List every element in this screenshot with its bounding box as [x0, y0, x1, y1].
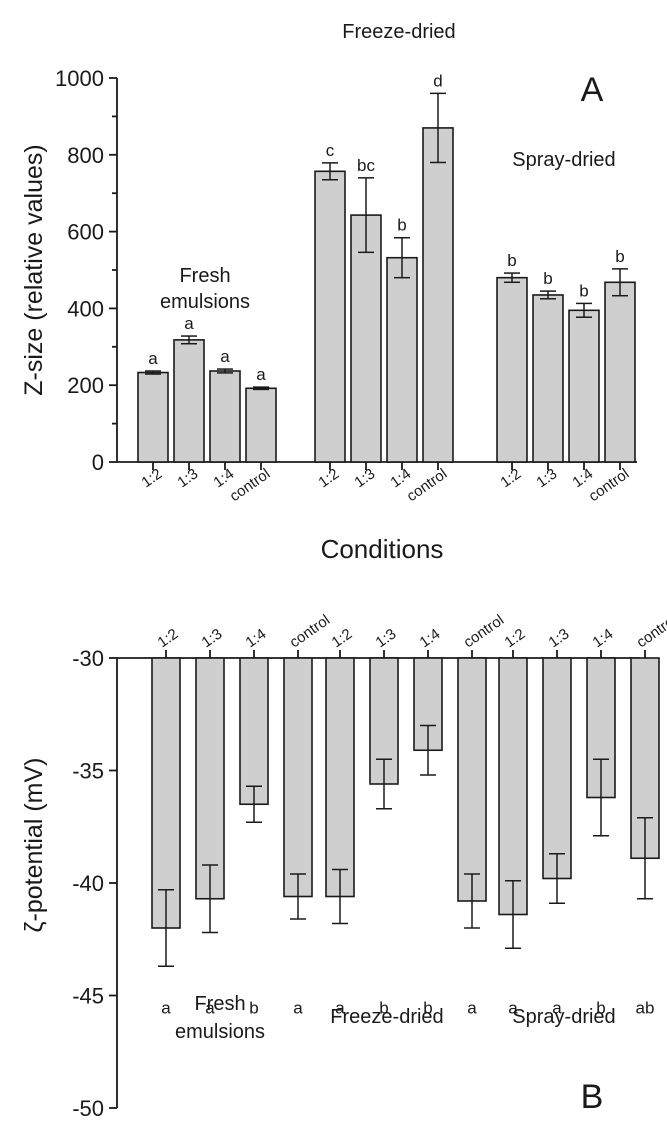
significance-letter: b	[397, 216, 406, 235]
significance-letter: a	[256, 365, 266, 384]
x-tick-label-b: control	[634, 612, 667, 652]
x-tick-label-a: control	[586, 465, 633, 505]
panel-a-group-label-spray: Spray-dried	[512, 149, 615, 171]
x-tick-label-a: 1:2	[497, 465, 524, 491]
y-tick-label-a: 800	[67, 143, 104, 168]
panel-a-group-label-fresh-2: emulsions	[160, 291, 250, 313]
panel-b-group-label-spray: Spray-dried	[512, 1006, 615, 1028]
bar	[457, 657, 487, 902]
y-tick-label-a: 0	[92, 450, 104, 475]
x-tick-label-b: control	[287, 612, 334, 652]
x-tick-label-b: 1:2	[155, 625, 182, 651]
bar	[386, 256, 418, 463]
bar	[604, 281, 636, 463]
x-tick-label-b: 1:4	[590, 625, 617, 651]
significance-letter: b	[596, 999, 605, 1018]
y-tick-label-a: 1000	[55, 66, 104, 91]
significance-letter: d	[433, 71, 442, 90]
bar	[195, 657, 225, 900]
significance-letter: a	[184, 314, 194, 333]
significance-letter: c	[326, 141, 335, 160]
significance-letter: b	[543, 269, 552, 288]
x-tick-label-b: 1:4	[243, 625, 270, 651]
x-tick-label-a: 1:3	[351, 465, 378, 491]
x-axis-label-a: Conditions	[321, 534, 444, 564]
x-tick-label-b: 1:3	[546, 625, 573, 651]
x-tick-label-a: control	[227, 465, 274, 505]
y-tick-label-b: -45	[72, 984, 104, 1009]
significance-letter: a	[148, 349, 158, 368]
bar	[350, 214, 382, 463]
significance-letter: b	[615, 247, 624, 266]
bar	[532, 294, 564, 463]
y-tick-label-a: 200	[67, 373, 104, 398]
x-tick-label-a: control	[404, 465, 451, 505]
x-tick-label-a: 1:3	[533, 465, 560, 491]
x-tick-label-a: 1:2	[138, 465, 165, 491]
panel-b-group-label-fresh-1: Fresh	[194, 993, 245, 1015]
significance-letter: a	[161, 999, 171, 1018]
panel-a-letter: A	[581, 71, 604, 109]
significance-letter: a	[293, 999, 303, 1018]
bar	[568, 309, 600, 463]
bar	[239, 657, 269, 806]
y-tick-label-b: -35	[72, 759, 104, 784]
significance-letter: b	[379, 999, 388, 1018]
x-tick-label-a: 1:2	[315, 465, 342, 491]
y-tick-label-a: 600	[67, 220, 104, 245]
bar	[151, 657, 181, 929]
panel-b-group-label-fresh-2: emulsions	[175, 1021, 265, 1043]
significance-letter: a	[205, 999, 215, 1018]
significance-letter: a	[552, 999, 562, 1018]
bar	[137, 371, 169, 463]
significance-letter: ab	[636, 999, 655, 1018]
panel-b-group-label-freeze: Freeze-dried	[330, 1006, 443, 1028]
bar	[422, 127, 454, 463]
panel-b-letter: B	[581, 1078, 604, 1116]
bar	[283, 657, 313, 898]
significance-letter: a	[220, 347, 230, 366]
bar	[314, 170, 346, 463]
y-tick-label-b: -40	[72, 871, 104, 896]
y-tick-label-a: 400	[67, 296, 104, 321]
x-tick-label-b: control	[461, 612, 508, 652]
significance-letter: b	[507, 251, 516, 270]
y-tick-label-b: -50	[72, 1096, 104, 1121]
significance-letter: a	[335, 999, 345, 1018]
significance-letter: a	[508, 999, 518, 1018]
x-tick-label-a: 1:3	[174, 465, 201, 491]
bar	[325, 657, 355, 898]
bar	[173, 339, 205, 463]
significance-letter: b	[423, 999, 432, 1018]
y-tick-label-b: -30	[72, 646, 104, 671]
significance-letter: b	[249, 999, 258, 1018]
x-tick-label-b: 1:3	[373, 625, 400, 651]
x-tick-label-b: 1:3	[199, 625, 226, 651]
bar	[498, 657, 528, 916]
significance-letter: a	[467, 999, 477, 1018]
panel-a-plot: 02004006008001000a1:2a1:3a1:4acontrolc1:…	[55, 66, 637, 505]
bar	[496, 276, 528, 463]
panel-a-group-label-fresh-1: Fresh	[179, 265, 230, 287]
y-axis-label-a: Z-size (relative values)	[20, 144, 48, 395]
x-tick-label-b: 1:2	[329, 625, 356, 651]
bar	[245, 387, 277, 463]
bar	[542, 657, 572, 880]
y-axis-label-b: ζ-potential (mV)	[20, 758, 48, 933]
significance-letter: bc	[357, 156, 375, 175]
x-tick-label-b: 1:2	[502, 625, 529, 651]
panel-b-plot: -30 -35 -40 -45 -50 a 1:2 a 1:3 b 1:4 a control a 1:2 b…	[72, 612, 667, 1121]
bar	[209, 370, 241, 463]
x-tick-label-b: 1:4	[417, 625, 444, 651]
significance-letter: b	[579, 281, 588, 300]
panel-a-title: Freeze-dried	[342, 21, 455, 43]
